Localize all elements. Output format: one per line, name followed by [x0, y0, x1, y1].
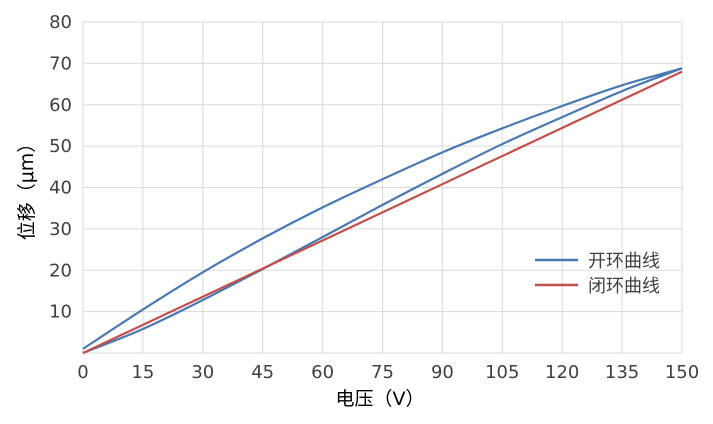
legend-label: 闭环曲线: [588, 276, 660, 297]
series-lines: [82, 67, 683, 355]
y-tick-label: 80: [49, 12, 72, 33]
y-tick-label: 20: [49, 260, 72, 281]
x-tick-label: 150: [665, 362, 699, 383]
y-tick-label: 50: [49, 136, 72, 157]
open-loop-curve-descending: [82, 67, 683, 350]
y-axis-title: 位移（μm）: [16, 134, 38, 241]
legend-label: 开环曲线: [588, 251, 660, 272]
tick-labels: 0 15 30 45 60 75 90 105 120 135 150 10 20 30 40 50 60 70 8…: [49, 12, 699, 383]
x-tick-label: 105: [485, 362, 519, 383]
y-tick-label: 70: [49, 53, 72, 74]
y-tick-label: 40: [49, 178, 72, 199]
x-tick-label: 120: [545, 362, 579, 383]
x-tick-label: 0: [77, 362, 88, 383]
y-tick-label: 30: [49, 219, 72, 240]
y-tick-label: 10: [49, 302, 72, 323]
x-tick-label: 60: [311, 362, 334, 383]
x-tick-label: 135: [605, 362, 639, 383]
x-tick-label: 15: [131, 362, 154, 383]
closed-loop-curve: [82, 70, 683, 354]
x-axis-title: 电压（V）: [336, 388, 425, 410]
x-tick-label: 30: [191, 362, 214, 383]
x-tick-label: 75: [371, 362, 394, 383]
gridlines: [82, 21, 683, 354]
y-tick-label: 60: [49, 95, 72, 116]
x-tick-label: 45: [251, 362, 274, 383]
open-loop-curve-ascending: [82, 67, 683, 355]
x-tick-label: 90: [431, 362, 454, 383]
